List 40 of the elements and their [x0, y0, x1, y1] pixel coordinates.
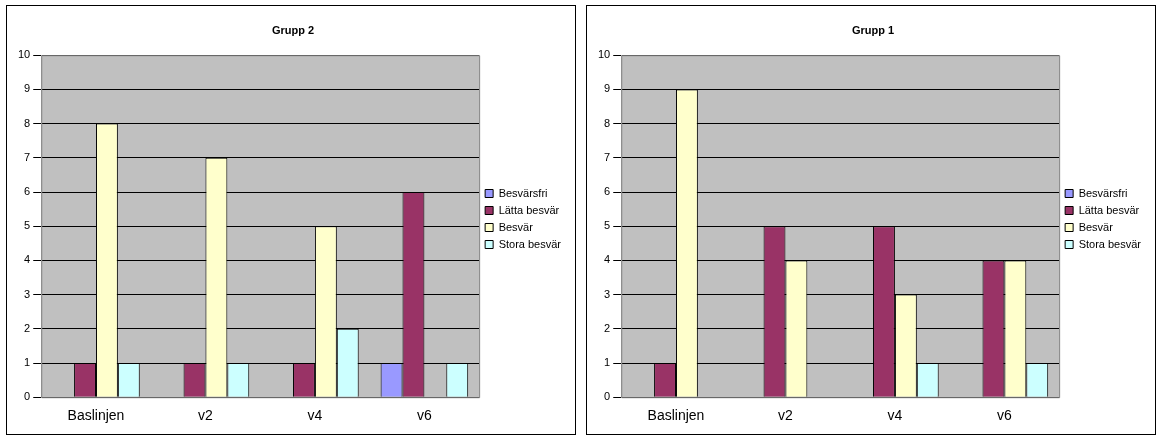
- y-tick-label: 9: [604, 82, 611, 95]
- y-tick-label: 8: [604, 116, 611, 129]
- y-tick-label: 6: [24, 185, 31, 198]
- x-tick-label: Baslinjen: [647, 407, 705, 424]
- chart-title: Grupp 2: [271, 23, 315, 36]
- x-tick-label: v4: [887, 407, 903, 424]
- y-tick-label: 5: [604, 219, 611, 232]
- x-tick-label: v2: [198, 407, 214, 424]
- x-tick-label: v4: [307, 407, 323, 424]
- y-tick-label: 10: [597, 48, 611, 61]
- y-tick-label: 0: [604, 390, 611, 403]
- legend-label: Besvärsfri: [1078, 186, 1128, 199]
- x-tick-label: Baslinjen: [67, 407, 125, 424]
- y-tick-label: 7: [604, 150, 611, 163]
- legend-label: Lätta besvär: [498, 203, 560, 216]
- x-tick-label: v6: [997, 407, 1012, 424]
- legend-label: Besvär: [1078, 220, 1114, 233]
- y-tick-label: 10: [17, 48, 31, 61]
- y-tick-label: 1: [604, 356, 611, 369]
- legend-label: Stora besvär: [1078, 237, 1142, 250]
- y-tick-label: 3: [24, 287, 31, 300]
- legend-label: Besvär: [498, 220, 534, 233]
- chart-title: Grupp 1: [851, 23, 895, 36]
- y-tick-label: 4: [604, 253, 611, 266]
- y-tick-label: 5: [24, 219, 31, 232]
- y-tick-label: 2: [604, 321, 611, 334]
- legend-label: Lätta besvär: [1078, 203, 1140, 216]
- x-tick-label: v2: [778, 407, 794, 424]
- y-tick-label: 2: [24, 321, 31, 334]
- legend-label: Besvärsfri: [498, 186, 548, 199]
- y-tick-label: 6: [604, 185, 611, 198]
- y-tick-label: 3: [604, 287, 611, 300]
- y-tick-label: 7: [24, 150, 31, 163]
- legend-label: Stora besvär: [498, 237, 562, 250]
- y-tick-label: 8: [24, 116, 31, 129]
- y-tick-label: 4: [24, 253, 31, 266]
- y-tick-label: 1: [24, 356, 31, 369]
- y-tick-label: 0: [24, 390, 31, 403]
- x-tick-label: v6: [417, 407, 432, 424]
- y-tick-label: 9: [24, 82, 31, 95]
